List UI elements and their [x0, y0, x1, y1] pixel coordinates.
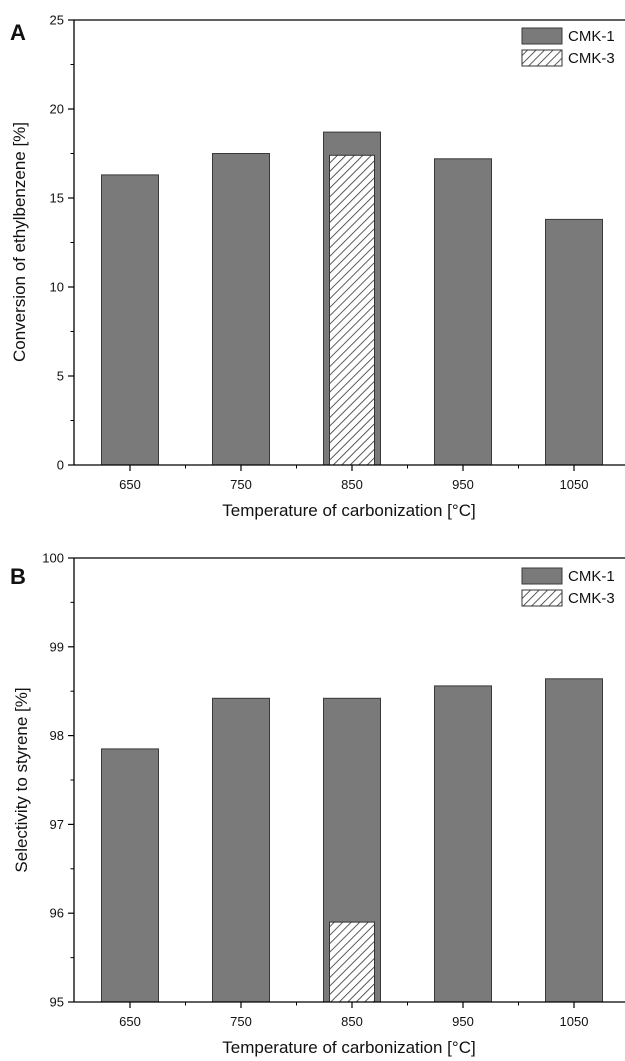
- x-tick-label: 750: [230, 1014, 252, 1029]
- x-tick-label: 650: [119, 477, 141, 492]
- y-tick-label: 15: [50, 191, 64, 206]
- panel-b-ticks: 95 96 97 98 99 100 650 750 850 950 1050: [42, 551, 588, 1030]
- y-tick-label: 20: [50, 102, 64, 117]
- bar-cmk1-950: [434, 158, 492, 466]
- y-tick-label: 10: [50, 280, 64, 295]
- bar-cmk1-1050: [545, 218, 603, 466]
- panel-a-legend: CMK-1 CMK-3: [521, 27, 615, 67]
- x-tick-label: 950: [452, 477, 474, 492]
- y-tick-label: 0: [57, 458, 64, 473]
- y-tick-label: 96: [50, 906, 64, 921]
- panel-b-bars: [101, 678, 603, 1003]
- x-tick-label: 1050: [560, 1014, 589, 1029]
- panel-b-legend: CMK-1 CMK-3: [521, 567, 615, 607]
- y-tick-label: 100: [42, 551, 64, 566]
- legend-swatch-cmk3: [521, 49, 563, 67]
- legend-label: CMK-3: [568, 590, 615, 607]
- legend-swatch-cmk1: [521, 567, 563, 585]
- panel-b-y-axis-label: Selectivity to styrene [%]: [12, 687, 31, 872]
- y-tick-label: 97: [50, 817, 64, 832]
- legend-label: CMK-1: [568, 28, 615, 45]
- panel-a-bars: [101, 131, 603, 466]
- bar-cmk1-750: [212, 697, 270, 1003]
- x-tick-label: 850: [341, 1014, 363, 1029]
- x-tick-label: 950: [452, 1014, 474, 1029]
- bar-cmk1-750: [212, 153, 270, 466]
- y-tick-label: 99: [50, 639, 64, 654]
- legend-swatch-cmk1: [521, 27, 563, 45]
- panel-a-y-axis-label: Conversion of ethylbenzene [%]: [10, 122, 29, 362]
- bar-cmk1-1050: [545, 678, 603, 1003]
- panel-a-x-axis-label: Temperature of carbonization [°C]: [222, 501, 475, 520]
- x-tick-label: 750: [230, 477, 252, 492]
- panel-a-label: A: [10, 20, 26, 45]
- y-tick-label: 95: [50, 995, 64, 1010]
- legend-label: CMK-1: [568, 568, 615, 585]
- bar-cmk1-650: [101, 748, 159, 1003]
- bar-cmk3-850: [329, 921, 375, 1003]
- y-tick-label: 5: [57, 369, 64, 384]
- x-tick-label: 1050: [560, 477, 589, 492]
- panel-b-x-axis-label: Temperature of carbonization [°C]: [222, 1038, 475, 1057]
- panel-a-ticks: 0 5 10 15 20 25 650 750 850 950 1050: [50, 13, 589, 493]
- x-tick-label: 850: [341, 477, 363, 492]
- bar-cmk1-650: [101, 174, 159, 466]
- panel-b-label: B: [10, 564, 26, 589]
- bar-cmk1-950: [434, 685, 492, 1003]
- legend-swatch-cmk3: [521, 589, 563, 607]
- y-tick-label: 98: [50, 728, 64, 743]
- bar-cmk3-850: [329, 154, 375, 466]
- x-tick-label: 650: [119, 1014, 141, 1029]
- panel-a-axes: [73, 19, 625, 466]
- legend-label: CMK-3: [568, 50, 615, 67]
- panel-b-axes: [73, 557, 625, 1003]
- y-tick-label: 25: [50, 13, 64, 28]
